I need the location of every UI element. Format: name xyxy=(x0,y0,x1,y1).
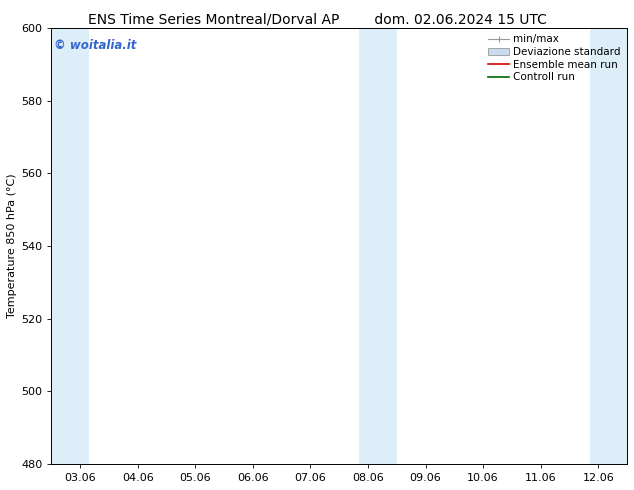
Text: © woitalia.it: © woitalia.it xyxy=(55,39,137,52)
Y-axis label: Temperature 850 hPa (°C): Temperature 850 hPa (°C) xyxy=(7,174,17,318)
Text: ENS Time Series Montreal/Dorval AP        dom. 02.06.2024 15 UTC: ENS Time Series Montreal/Dorval AP dom. … xyxy=(87,12,547,26)
Bar xyxy=(359,28,397,464)
Bar xyxy=(51,28,89,464)
Bar xyxy=(590,28,627,464)
Legend: min/max, Deviazione standard, Ensemble mean run, Controll run: min/max, Deviazione standard, Ensemble m… xyxy=(485,31,624,85)
